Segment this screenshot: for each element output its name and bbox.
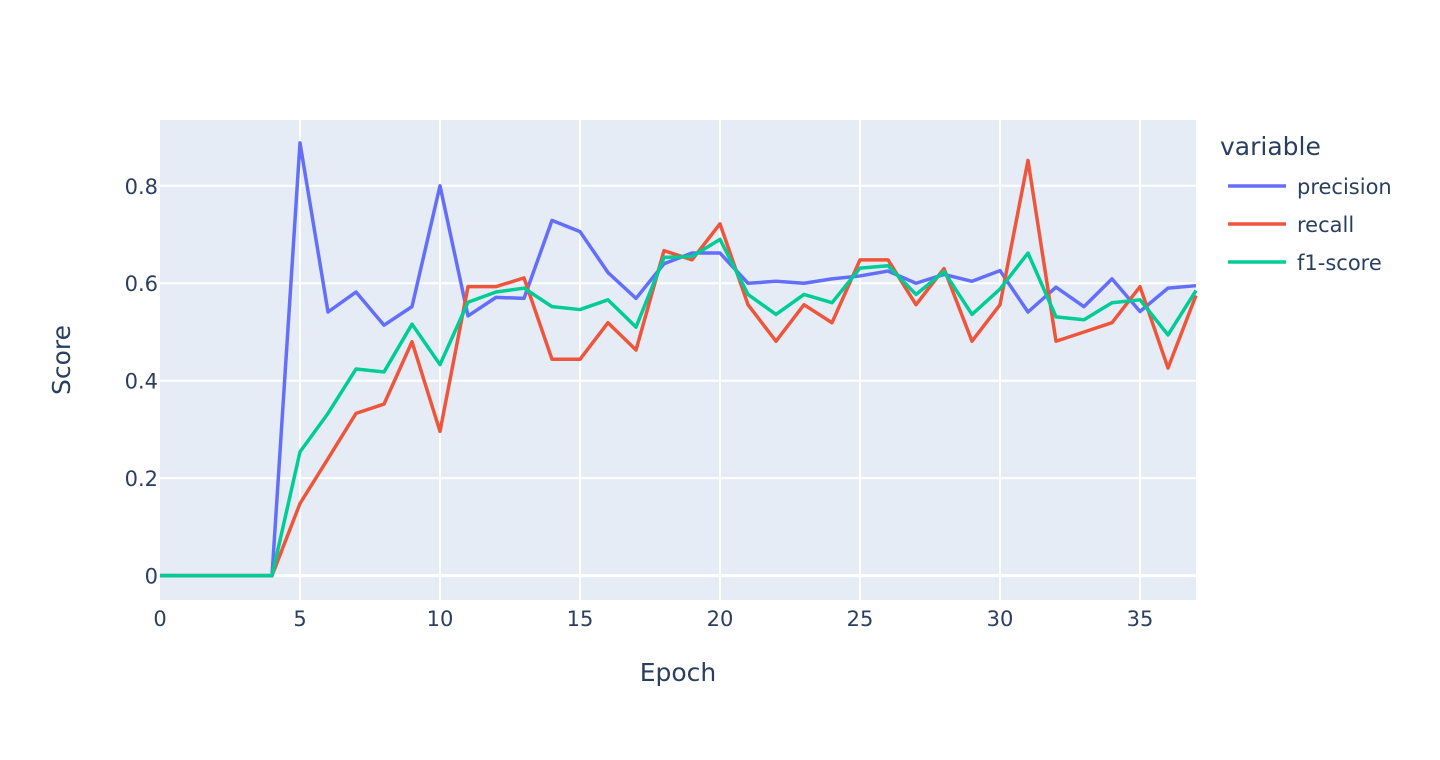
legend-item-precision[interactable]: precision [1228, 175, 1392, 199]
plot-background [160, 120, 1196, 600]
x-tick-label: 30 [987, 607, 1014, 631]
series-line-f1-score [160, 237, 1198, 578]
legend-label: f1-score [1297, 251, 1382, 275]
y-axis-ticks: 0 0.2 0.4 0.6 0.8 [125, 175, 158, 589]
legend-item-recall[interactable]: recall [1228, 213, 1354, 237]
legend[interactable]: variable precision recall f1-score [1220, 132, 1392, 275]
x-axis-ticks: 0 5 10 15 20 25 30 35 [153, 607, 1153, 631]
series-lines [160, 141, 1198, 578]
x-tick-label: 10 [427, 607, 454, 631]
y-tick-label: 0.4 [125, 370, 158, 394]
x-tick-label: 25 [847, 607, 874, 631]
legend-label: precision [1297, 175, 1392, 199]
x-tick-label: 35 [1127, 607, 1154, 631]
x-tick-label: 15 [567, 607, 594, 631]
legend-label: recall [1297, 213, 1354, 237]
y-tick-label: 0.8 [125, 175, 158, 199]
x-tick-label: 0 [153, 607, 166, 631]
legend-item-f1-score[interactable]: f1-score [1228, 251, 1382, 275]
legend-title: variable [1220, 132, 1321, 161]
grid-lines [160, 120, 1196, 600]
y-tick-label: 0 [145, 565, 158, 589]
y-tick-label: 0.6 [125, 272, 158, 296]
y-axis-title: Score [47, 325, 76, 395]
y-tick-label: 0.2 [125, 467, 158, 491]
x-tick-label: 5 [293, 607, 306, 631]
x-tick-label: 20 [707, 607, 734, 631]
x-axis-title: Epoch [640, 658, 717, 687]
